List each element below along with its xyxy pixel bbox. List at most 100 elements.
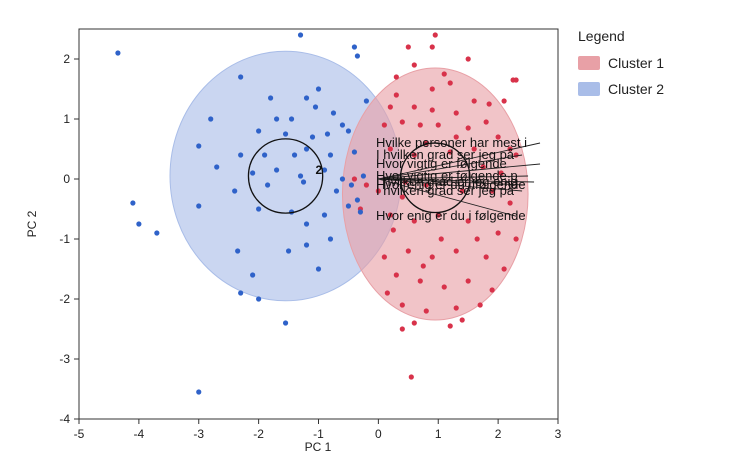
cluster-2-point	[238, 74, 244, 80]
y-tick-label: 2	[63, 52, 70, 66]
x-tick-label: -1	[313, 427, 324, 441]
cluster-2-point	[273, 116, 280, 122]
cluster-1-point	[447, 80, 453, 86]
legend-item-cluster-1[interactable]: Cluster 1	[578, 50, 728, 76]
loading-vector-label: Hvor enig er du i følgende	[376, 177, 526, 192]
cluster-number-label: 2	[316, 163, 323, 177]
cluster-1-point	[441, 284, 447, 290]
cluster-1-point	[495, 134, 501, 140]
cluster-1-point	[423, 308, 429, 314]
cluster-2-point	[363, 98, 369, 104]
cluster-2-point	[235, 248, 241, 254]
cluster-2-point	[324, 131, 331, 137]
cluster-2-point	[282, 320, 289, 326]
cluster-2-point	[327, 152, 334, 158]
cluster-1-point	[387, 104, 393, 110]
cluster-2-point	[333, 188, 340, 194]
cluster-2-point	[285, 248, 292, 254]
cluster-2-point	[282, 131, 289, 137]
cluster-2-point	[238, 290, 244, 296]
x-tick-label: 0	[375, 427, 382, 441]
cluster-1-point	[480, 164, 486, 170]
legend-item-cluster-2[interactable]: Cluster 2	[578, 76, 728, 102]
cluster-2-point	[196, 389, 202, 395]
legend: Legend Cluster 1 Cluster 2	[578, 28, 728, 102]
cluster-1-point	[381, 122, 387, 128]
cluster-2-point	[354, 53, 361, 59]
loading-vector-label: Hvor enig er du i følgende	[376, 208, 526, 223]
cluster-1-point	[417, 122, 423, 128]
cluster-1-point	[465, 125, 471, 131]
cluster-1-point	[459, 188, 465, 194]
cluster-1-point	[393, 272, 399, 278]
loading-vector-label: I hvilken grad er jeg enig	[376, 174, 518, 189]
cluster-1-point	[453, 134, 459, 140]
cluster-2-point	[256, 128, 262, 134]
cluster-2-point	[303, 146, 310, 152]
legend-swatch-cluster-2	[578, 82, 600, 96]
cluster-2-point	[214, 164, 220, 170]
cluster-1-point	[408, 374, 414, 380]
cluster-1-point	[399, 119, 405, 125]
cluster-1-point	[438, 236, 444, 242]
cluster-2-point	[136, 221, 142, 227]
cluster-2-point	[208, 116, 214, 122]
cluster-1-point	[411, 152, 417, 158]
cluster-1-point	[477, 302, 483, 308]
y-tick-label: -2	[59, 292, 70, 306]
cluster-1-point	[351, 176, 358, 182]
legend-title: Legend	[578, 28, 625, 44]
cluster-1-point	[483, 119, 489, 125]
cluster-1-point	[393, 74, 399, 80]
cluster-1-point	[411, 218, 417, 224]
cluster-2-point	[327, 236, 334, 242]
cluster-2-point	[351, 149, 358, 155]
cluster-1-point	[432, 32, 438, 38]
cluster-1-point	[465, 278, 471, 284]
cluster-2-point	[250, 170, 256, 176]
cluster-1-point	[471, 98, 477, 104]
cluster-1-point	[393, 92, 399, 98]
x-tick-label: -5	[74, 427, 85, 441]
cluster-1-point	[435, 212, 441, 218]
x-tick-label: -3	[193, 427, 204, 441]
cluster-1-point	[417, 278, 423, 284]
cluster-2-point	[360, 173, 367, 179]
cluster-2-point	[232, 188, 238, 194]
loading-vector-line	[378, 163, 541, 180]
cluster-2-point	[345, 128, 352, 134]
cluster-2-point	[303, 221, 310, 227]
y-axis-title: PC 2	[25, 210, 39, 237]
loading-vector-label: I hvilken grad ser jeg på	[376, 147, 515, 162]
cluster-1-point	[453, 305, 459, 311]
cluster-1-point	[420, 263, 426, 269]
cluster-1-point	[447, 149, 453, 155]
cluster-2-point	[330, 110, 337, 116]
cluster-1-point	[411, 320, 417, 326]
cluster-1-point	[495, 230, 501, 236]
cluster-2-center-circle	[247, 138, 324, 214]
cluster-2-point	[321, 167, 328, 173]
cluster-1-point	[375, 188, 381, 194]
legend-swatch-cluster-1	[578, 56, 600, 70]
cluster-2-point	[357, 209, 364, 215]
loading-vector-label: I hvilken grad ser jeg på	[376, 183, 515, 198]
cluster-1-point	[489, 287, 495, 293]
legend-label-cluster-2: Cluster 2	[608, 81, 665, 97]
cluster-2-point	[196, 143, 202, 149]
cluster-2-point	[250, 272, 256, 278]
cluster-1-point	[486, 101, 492, 107]
cluster-1-point	[429, 107, 435, 113]
cluster-1-center-circle	[399, 142, 471, 214]
loading-vector-line	[378, 142, 541, 180]
cluster-1-point	[513, 152, 519, 158]
cluster-1-point	[513, 77, 519, 83]
cluster-1-point	[501, 98, 507, 104]
cluster-1-point	[405, 248, 411, 254]
loading-vector-line	[378, 178, 523, 192]
cluster-2-point	[115, 50, 121, 56]
cluster-2-point	[351, 44, 358, 50]
cluster-2-point	[300, 179, 307, 185]
y-tick-label: -3	[59, 352, 70, 366]
cluster-1-point	[429, 86, 435, 92]
